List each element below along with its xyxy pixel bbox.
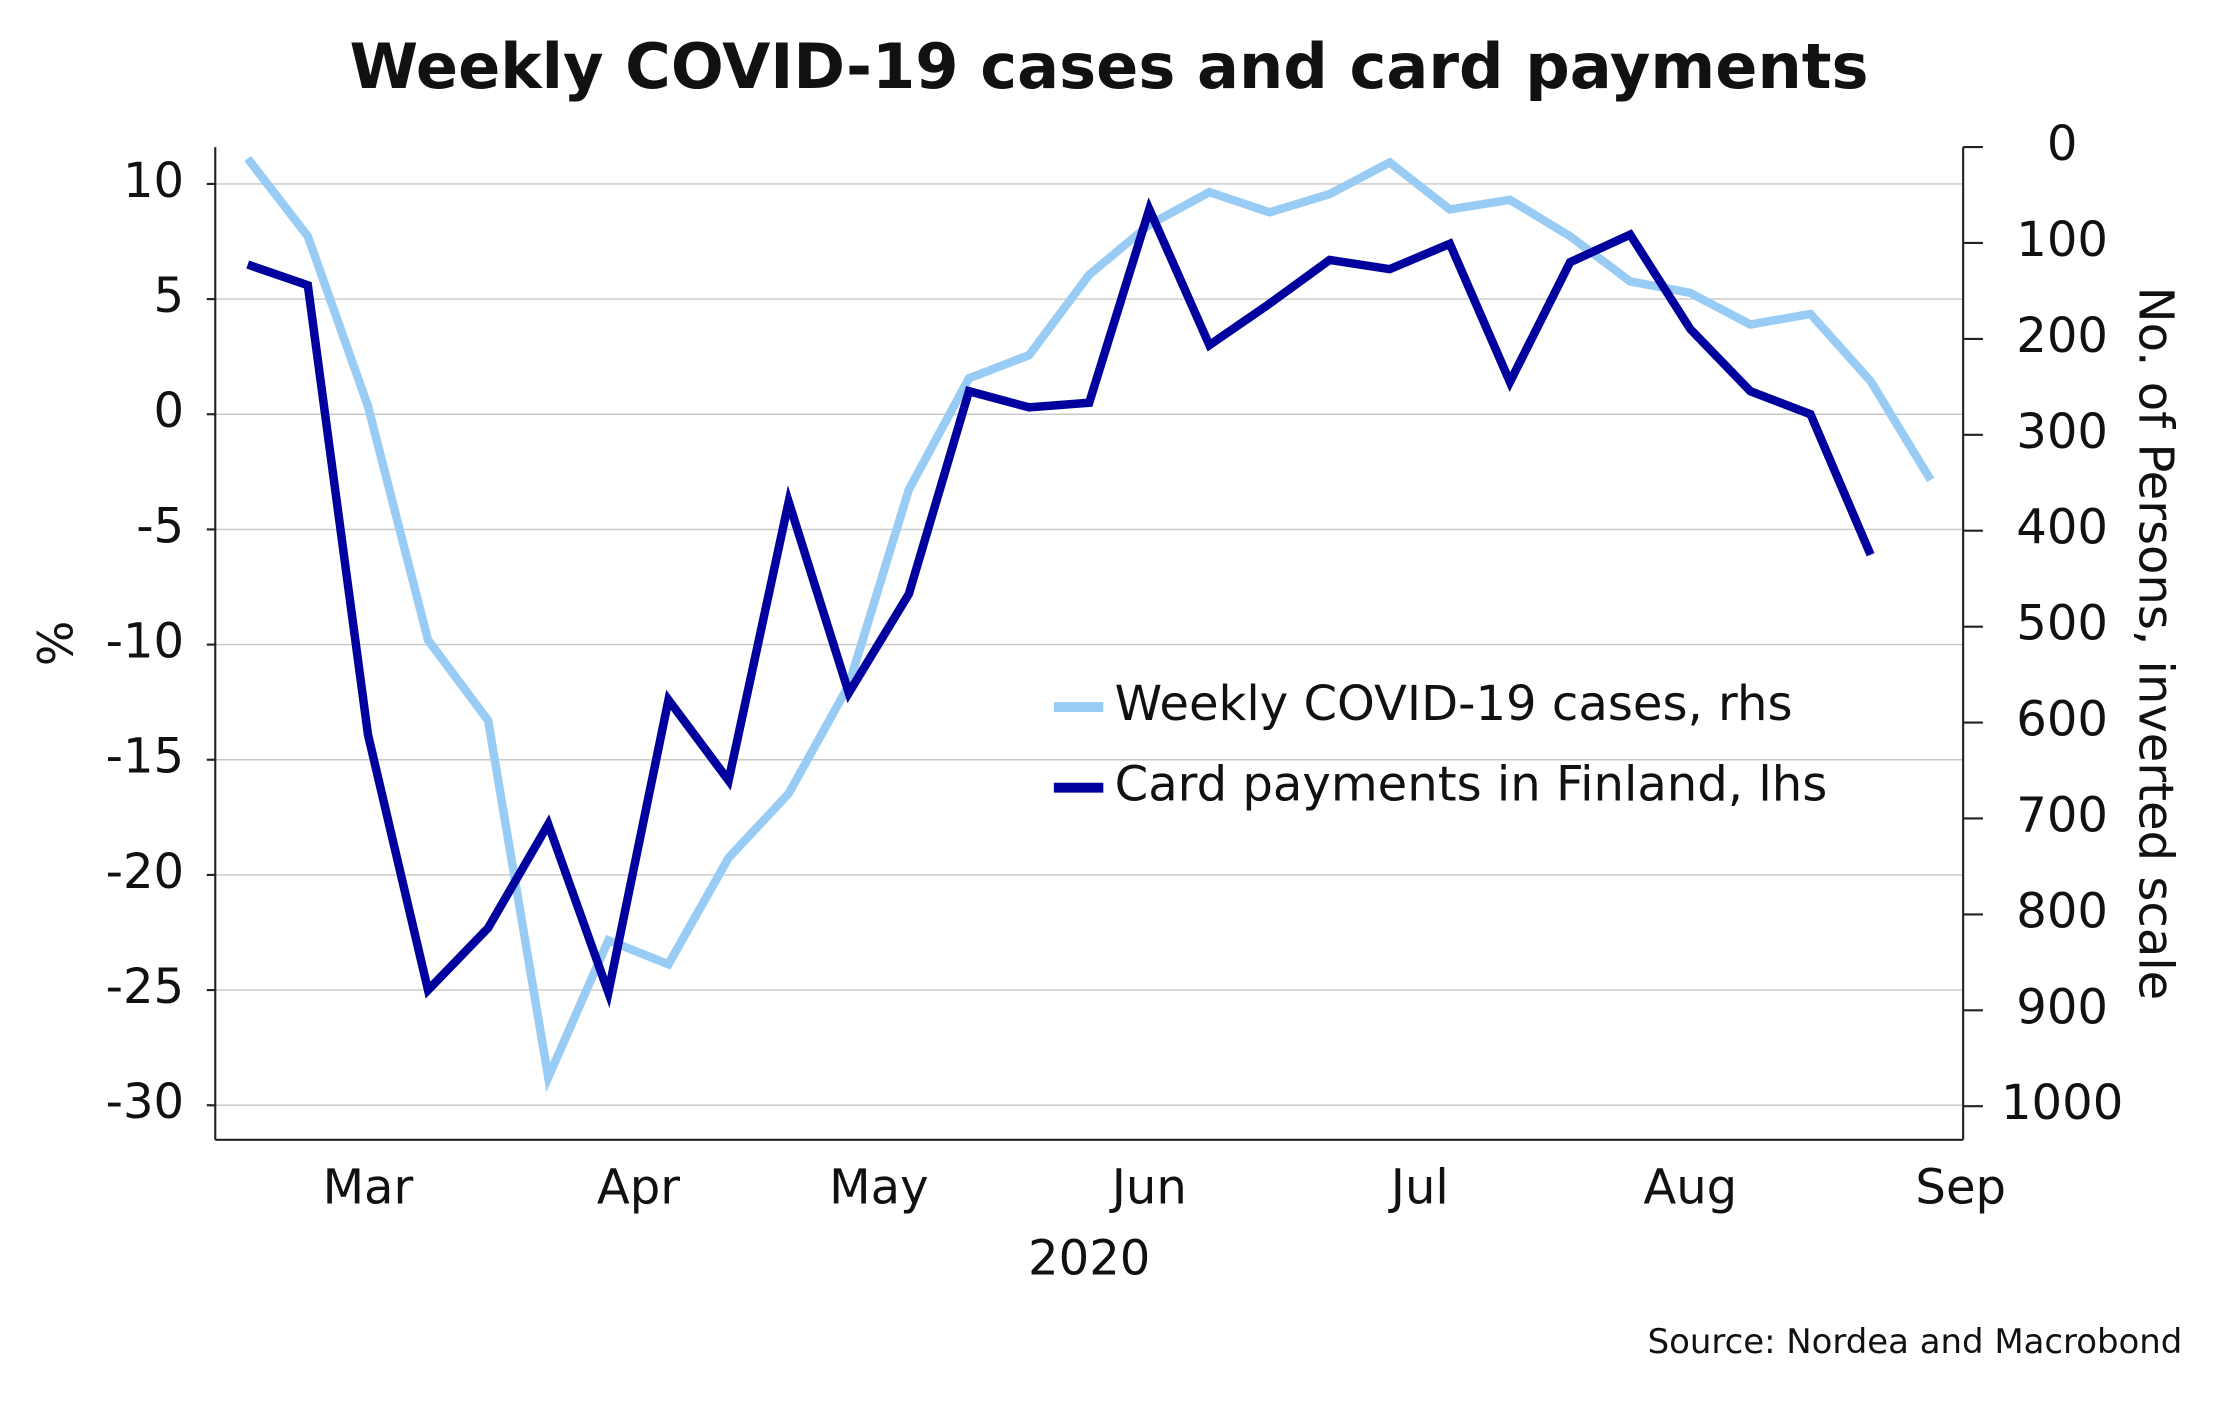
- y-axis-label: %: [29, 621, 85, 667]
- x-tick-label: Mar: [323, 1160, 414, 1216]
- y-tick-label: -20: [106, 844, 185, 900]
- x-tick-label: Jul: [1388, 1160, 1449, 1216]
- y2-tick-label: 600: [2016, 692, 2108, 748]
- x-tick-label: Apr: [597, 1160, 680, 1216]
- y2-tick-label: 100: [2016, 212, 2108, 268]
- x-axis-label: 2020: [1028, 1230, 1150, 1286]
- y-tick-label: -30: [106, 1074, 185, 1130]
- line-series: [246, 197, 1875, 1009]
- x-tick-label: Sep: [1915, 1160, 2006, 1216]
- y2-tick-label: 0: [2047, 116, 2078, 172]
- y2-axis-label: No. of Persons, inverted scale: [2128, 287, 2184, 1001]
- y2-tick-label: 300: [2016, 404, 2108, 460]
- y2-tick-label: 800: [2016, 883, 2108, 939]
- y2-tick-label: 1000: [2001, 1075, 2123, 1131]
- y-tick-label: 5: [154, 268, 185, 324]
- chart-title: Weekly COVID-19 cases and card payments: [349, 30, 1868, 103]
- source: Source: Nordea and Macrobond: [1648, 1323, 2183, 1362]
- y2-tick-label: 400: [2016, 500, 2108, 556]
- y-tick-label: -15: [106, 729, 185, 785]
- x-tick-label: Jun: [1109, 1160, 1187, 1216]
- y-tick-label: 0: [154, 383, 185, 439]
- y-tick-label: -25: [106, 959, 185, 1015]
- y2-tick-label: 500: [2016, 596, 2108, 652]
- legend-label: Weekly COVID-19 cases, rhs: [1115, 676, 1793, 732]
- x-tick-label: Aug: [1643, 1160, 1737, 1216]
- x-tick-label: May: [829, 1160, 928, 1216]
- legend-label: Card payments in Finland, lhs: [1115, 757, 1828, 813]
- y2-tick-label: 700: [2016, 787, 2108, 843]
- y-tick-label: -5: [136, 498, 184, 554]
- y-tick-label: 10: [123, 153, 184, 209]
- line-series: [244, 155, 1935, 1093]
- y-tick-label: -10: [106, 614, 185, 670]
- y2-tick-label: 900: [2016, 979, 2108, 1035]
- y2-tick-label: 200: [2016, 308, 2108, 364]
